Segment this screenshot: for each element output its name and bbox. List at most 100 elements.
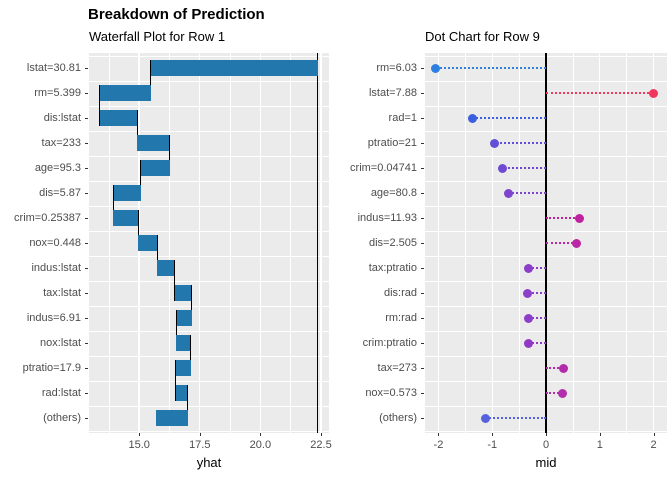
waterfall-bar xyxy=(176,310,192,327)
dot-stem xyxy=(494,142,546,145)
minor-gridline xyxy=(464,53,466,433)
h-gridline xyxy=(89,305,329,307)
waterfall-connector xyxy=(175,360,177,402)
minor-gridline xyxy=(108,53,110,433)
y-tick-mark xyxy=(85,143,88,145)
x-tick-mark xyxy=(599,432,601,436)
x-tick-mark xyxy=(321,432,322,436)
y-tick-mark xyxy=(85,368,88,370)
y-category-label: crim=0.25387 xyxy=(14,211,81,224)
waterfall-connector xyxy=(137,210,139,252)
y-tick-mark xyxy=(85,68,88,70)
dot-stem xyxy=(546,217,580,220)
contribution-dot xyxy=(648,88,658,98)
y-category-label: rad=1 xyxy=(388,111,417,124)
h-gridline xyxy=(89,80,329,82)
major-gridline xyxy=(199,53,201,433)
minor-gridline xyxy=(169,53,170,433)
waterfall-bar xyxy=(157,260,175,277)
x-tick-mark xyxy=(546,432,547,436)
y-category-label: crim:ptratio xyxy=(362,336,417,349)
contribution-dot xyxy=(523,263,533,273)
y-tick-mark xyxy=(421,168,424,170)
y-category-label: tax=273 xyxy=(377,361,417,374)
y-category-label: rm:rad xyxy=(385,311,417,324)
y-tick-mark xyxy=(421,68,424,70)
waterfall-bar xyxy=(99,110,138,127)
h-gridline xyxy=(89,230,329,232)
waterfall-title: Waterfall Plot for Row 1 xyxy=(89,29,226,44)
waterfall-bar xyxy=(175,360,191,377)
h-gridline xyxy=(89,405,329,407)
x-tick-mark xyxy=(492,432,494,436)
y-tick-mark xyxy=(421,218,424,220)
dot-chart-x-axis-title: mid xyxy=(535,454,557,470)
y-tick-mark xyxy=(421,293,424,295)
contribution-dot xyxy=(490,138,500,148)
y-tick-mark xyxy=(85,393,88,395)
contribution-dot xyxy=(557,388,567,398)
intercept-line xyxy=(316,53,319,433)
y-category-label: crim=0.04741 xyxy=(350,161,417,174)
waterfall-bar xyxy=(138,235,158,252)
figure-title: Breakdown of Prediction xyxy=(88,6,265,23)
waterfall-bar xyxy=(140,160,170,177)
y-tick-mark xyxy=(421,143,424,145)
waterfall-connector xyxy=(175,310,177,352)
y-tick-mark xyxy=(421,118,424,120)
h-gridline xyxy=(89,55,329,57)
dot-stem xyxy=(502,167,546,170)
dot-stem xyxy=(508,192,546,195)
y-category-label: indus=11.93 xyxy=(357,211,417,224)
dot-stem xyxy=(528,267,546,270)
h-gridline xyxy=(89,330,329,332)
y-tick-mark xyxy=(85,343,88,345)
y-tick-mark xyxy=(85,318,88,320)
y-tick-mark xyxy=(85,168,88,170)
x-tick-label: 22.5 xyxy=(310,438,332,451)
dot-stem xyxy=(546,392,563,395)
x-tick-label: -2 xyxy=(433,438,444,451)
waterfall-connector xyxy=(150,60,152,102)
minor-gridline xyxy=(290,53,292,433)
y-category-label: (others) xyxy=(379,411,417,424)
y-category-label: rm=6.03 xyxy=(376,61,417,74)
y-category-label: rad:lstat xyxy=(41,386,81,399)
y-category-label: dis:rad xyxy=(383,286,417,299)
contribution-dot xyxy=(574,213,584,223)
y-tick-mark xyxy=(421,93,424,95)
zero-line xyxy=(545,53,547,433)
major-gridline xyxy=(491,53,493,433)
y-category-label: dis:lstat xyxy=(43,111,81,124)
y-tick-mark xyxy=(85,93,88,95)
waterfall-connector xyxy=(99,85,101,127)
y-category-label: indus=6.91 xyxy=(26,311,81,324)
waterfall-connector xyxy=(174,260,176,302)
y-category-label: ptratio=21 xyxy=(367,136,417,149)
minor-gridline xyxy=(518,53,520,433)
dot-stem xyxy=(546,242,577,245)
y-category-label: age=95.3 xyxy=(34,161,81,174)
waterfall-connector xyxy=(169,135,171,177)
waterfall-bar xyxy=(175,385,188,402)
waterfall-bar xyxy=(113,185,141,202)
y-category-label: dis=2.505 xyxy=(368,236,417,249)
contribution-dot xyxy=(504,188,514,198)
dot-chart-title: Dot Chart for Row 9 xyxy=(425,29,540,44)
minor-gridline xyxy=(626,53,628,433)
x-tick-mark xyxy=(653,432,655,436)
contribution-dot xyxy=(431,63,441,73)
y-category-label: tax=233 xyxy=(41,136,81,149)
y-tick-mark xyxy=(421,343,424,345)
x-tick-label: 2 xyxy=(650,438,657,451)
waterfall-connector xyxy=(136,110,138,152)
x-tick-mark xyxy=(260,432,262,436)
h-gridline xyxy=(89,280,329,282)
contribution-dot xyxy=(524,338,534,348)
waterfall-connector xyxy=(190,335,192,377)
x-tick-label: 15.0 xyxy=(128,438,150,451)
y-tick-mark xyxy=(421,368,424,370)
y-tick-mark xyxy=(85,418,88,420)
h-gridline xyxy=(89,205,329,207)
